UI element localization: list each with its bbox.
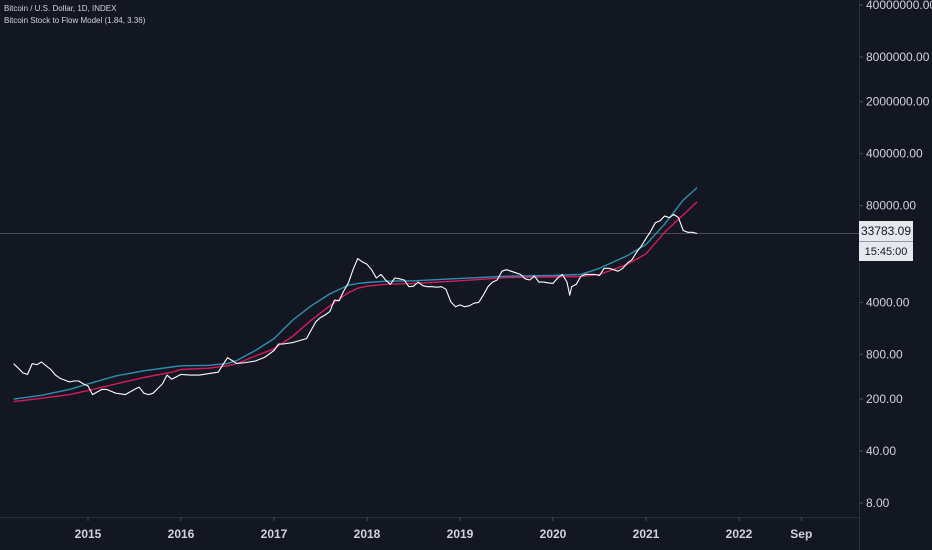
x-tick-label: 2021 [633, 527, 660, 541]
y-tick-label: 8000000.00 [866, 50, 930, 64]
x-tick-label: Sep [790, 527, 812, 541]
chart-legend: Bitcoin / U.S. Dollar, 1D, INDEX Bitcoin… [4, 3, 145, 27]
model-series-line [13, 201, 698, 403]
y-tick-label: 200.00 [866, 392, 903, 406]
x-tick-label: 2019 [447, 527, 474, 541]
x-tick-label: 2015 [75, 527, 102, 541]
y-axis[interactable]: 40000000.00 8000000.00 2000000.00 400000.00… [859, 0, 932, 510]
band-series-line [13, 187, 698, 400]
y-tick-label: 40000000.00 [866, 0, 932, 12]
y-tick-label: 4000.00 [866, 295, 910, 309]
indicator-title[interactable]: Bitcoin Stock to Flow Model (1.84, 3.36) [4, 16, 146, 25]
series-layer [13, 187, 698, 403]
y-tick-label: 8.00 [866, 496, 890, 510]
last-price-value: 33783.09 [860, 224, 912, 238]
last-price-time: 15:45:00 [859, 241, 913, 261]
symbol-title[interactable]: Bitcoin / U.S. Dollar, 1D, INDEX [4, 4, 117, 13]
y-tick-label: 80000.00 [866, 199, 916, 213]
last-price-tag: 33783.09 15:45:00 [859, 221, 913, 261]
x-tick-label: 2017 [261, 527, 288, 541]
x-tick-label: 2022 [726, 527, 753, 541]
y-tick-label: 800.00 [866, 347, 903, 361]
price-series-line [13, 213, 698, 396]
x-tick-label: 2018 [354, 527, 381, 541]
y-tick-label: 400000.00 [866, 147, 923, 161]
y-tick-label: 2000000.00 [866, 95, 930, 109]
y-tick-label: 40.00 [866, 444, 896, 458]
x-tick-label: 2020 [540, 527, 567, 541]
x-tick-label: 2016 [168, 527, 195, 541]
x-axis[interactable]: 2015 2016 2017 2018 2019 2020 2021 2022 Sep [75, 517, 813, 541]
